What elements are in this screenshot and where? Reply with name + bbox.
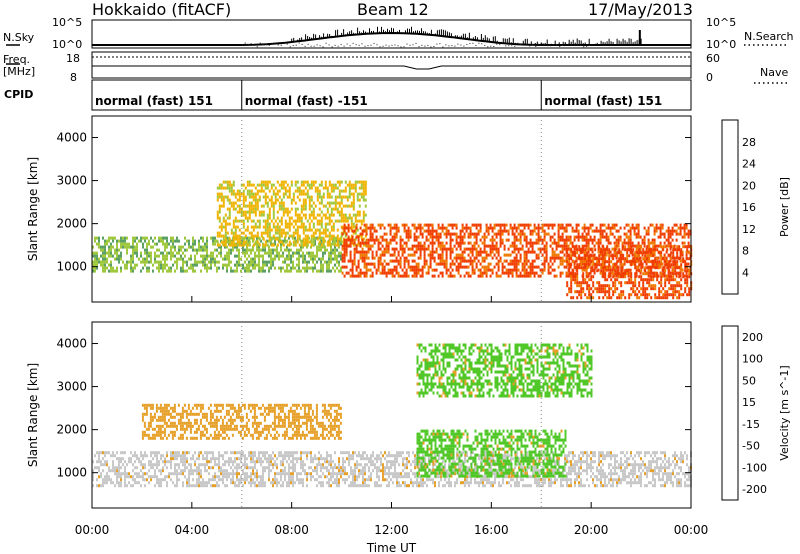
power-colorbar-frame — [721, 119, 739, 295]
cpid-segment-label: normal (fast) -151 — [245, 94, 368, 108]
sky-axis-top: 10^5 — [52, 16, 83, 29]
colorbar-tick-label: 200 — [742, 331, 763, 344]
power-feature — [566, 245, 693, 300]
freq-unit-label: [MHz] — [3, 65, 36, 78]
colorbar-tick-label: 4 — [742, 266, 749, 279]
beam-title: Beam 12 — [357, 0, 429, 19]
nsky-frame — [91, 19, 692, 49]
y-tick-label: 1000 — [56, 260, 87, 274]
freq-line — [92, 65, 691, 70]
x-tick-label: 04:00 — [175, 523, 210, 537]
colorbar-tick-label: -200 — [742, 483, 767, 496]
velocity-feature — [416, 343, 593, 398]
velocity-feature — [416, 429, 567, 478]
station-title: Hokkaido (fitACF) — [92, 0, 232, 19]
colorbar-tick-label: 8 — [742, 245, 749, 258]
freq-label: Freq. — [3, 53, 31, 66]
date-title: 17/May/2013 — [588, 0, 693, 19]
colorbar-tick-label: -50 — [742, 440, 760, 453]
velocity-colorbar-title: Velocity [m s^-1] — [778, 365, 791, 460]
x-tick-label: 12:00 — [374, 523, 409, 537]
sky-axis-bottom: 10^0 — [52, 38, 83, 51]
cpid-label: CPID — [4, 88, 34, 101]
x-tick-label: 00:00 — [75, 523, 110, 537]
y-tick-label: 2000 — [56, 423, 87, 437]
x-axis-title: Time UT — [366, 541, 417, 554]
power-feature — [216, 180, 367, 247]
nsky-spikes — [291, 26, 642, 45]
cpid-segment-label: normal (fast) 151 — [544, 94, 662, 108]
x-tick-label: 00:00 — [674, 523, 709, 537]
freq-axis-top: 18 — [66, 52, 80, 65]
colorbar-tick-label: 16 — [742, 201, 756, 214]
y-tick-label: 3000 — [56, 174, 87, 188]
y-axis-title: Slant Range [km] — [26, 363, 40, 467]
nsearch-label: N.Search — [744, 30, 794, 43]
cpid-segment-label: normal (fast) 151 — [95, 94, 213, 108]
y-axis-title: Slant Range [km] — [26, 157, 40, 261]
nsearch-dots — [241, 42, 591, 48]
colorbar-tick-label: -15 — [742, 418, 760, 431]
colorbar-tick-label: 24 — [742, 158, 756, 171]
freq-axis-right-bottom: 0 — [706, 71, 713, 84]
y-tick-label: 3000 — [56, 380, 87, 394]
y-tick-label: 4000 — [56, 131, 87, 145]
velocity-colorbar-frame — [721, 325, 739, 501]
cpid-frame — [91, 79, 692, 111]
x-tick-label: 08:00 — [274, 523, 309, 537]
freq-axis-bottom: 8 — [70, 71, 77, 84]
velocity-feature — [141, 403, 342, 440]
y-tick-label: 4000 — [56, 337, 87, 351]
power-feature — [341, 223, 692, 278]
sky-axis-right-top: 10^5 — [706, 16, 737, 29]
freq-axis-right-top: 60 — [706, 52, 720, 65]
colorbar-tick-label: 15 — [742, 396, 756, 409]
x-tick-label: 16:00 — [474, 523, 509, 537]
colorbar-tick-label: 28 — [742, 136, 756, 149]
nsky-label: N.Sky — [3, 31, 35, 44]
y-tick-label: 1000 — [56, 466, 87, 480]
power-colorbar-title: Power [dB] — [778, 177, 791, 237]
x-tick-label: 20:00 — [574, 523, 609, 537]
colorbar-tick-label: 100 — [742, 353, 763, 366]
sky-axis-right-bottom: 10^0 — [706, 38, 737, 51]
colorbar-tick-label: 12 — [742, 223, 756, 236]
velocity-feature — [92, 451, 692, 488]
colorbar-tick-label: 20 — [742, 179, 756, 192]
freq-frame — [91, 51, 692, 79]
y-tick-label: 2000 — [56, 217, 87, 231]
velocity-heatmap — [92, 343, 692, 488]
colorbar-tick-label: 50 — [742, 374, 756, 387]
colorbar-tick-label: -100 — [742, 461, 767, 474]
nave-label: Nave — [760, 66, 789, 79]
power-heatmap — [92, 180, 693, 300]
